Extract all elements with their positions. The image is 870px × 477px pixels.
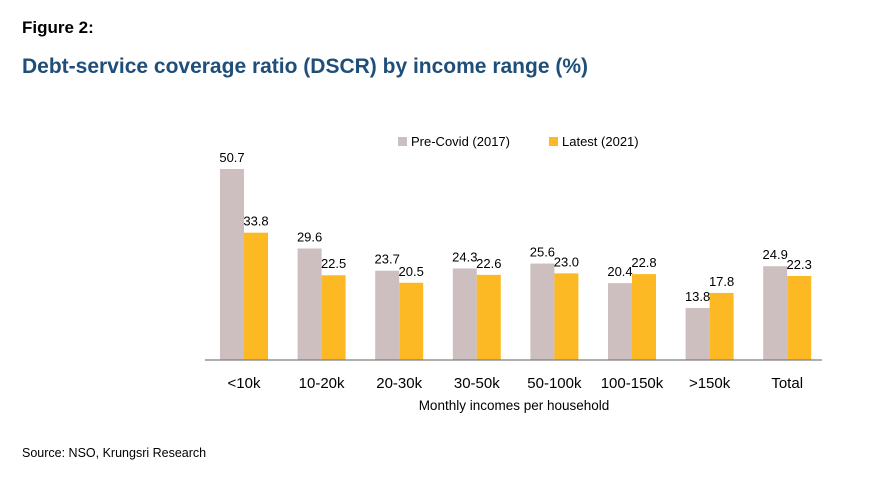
value-label-precovid-6: 13.8 bbox=[685, 289, 710, 304]
bar-latest-4 bbox=[554, 273, 579, 360]
bars-group bbox=[220, 169, 812, 360]
value-label-latest-2: 20.5 bbox=[399, 264, 424, 279]
bar-precovid-3 bbox=[452, 268, 477, 360]
bar-precovid-1 bbox=[297, 248, 322, 360]
value-label-precovid-5: 20.4 bbox=[607, 264, 632, 279]
bar-precovid-5 bbox=[608, 283, 632, 360]
legend: Pre-Covid (2017) Latest (2021) bbox=[398, 134, 639, 149]
chart-title: Debt-service coverage ratio (DSCR) by in… bbox=[22, 55, 588, 78]
bar-latest-2 bbox=[399, 282, 424, 360]
value-label-precovid-3: 24.3 bbox=[452, 249, 477, 264]
x-tick-label-7: Total bbox=[771, 375, 803, 392]
value-labels-group: 50.7 33.8 29.6 22.5 23.720.5 24.322.6 25.623.0… bbox=[219, 150, 812, 304]
x-tick-label-3: 30-50k bbox=[454, 375, 500, 392]
x-tick-label-0: <10k bbox=[228, 375, 261, 392]
bar-latest-5 bbox=[632, 274, 656, 360]
bar-precovid-4 bbox=[530, 263, 555, 360]
value-label-latest-6: 17.8 bbox=[709, 274, 734, 289]
value-label-precovid-0: 50.7 bbox=[219, 150, 244, 165]
x-tick-label-2: 20-30k bbox=[376, 375, 422, 392]
x-tick-label-6: >150k bbox=[689, 375, 731, 392]
legend-swatch-precovid bbox=[398, 137, 407, 146]
value-label-precovid-1: 29.6 bbox=[297, 229, 322, 244]
bar-precovid-7 bbox=[763, 266, 788, 360]
x-axis-label: Monthly incomes per household bbox=[419, 398, 610, 413]
bar-latest-3 bbox=[476, 274, 501, 360]
legend-label-precovid: Pre-Covid (2017) bbox=[411, 134, 510, 149]
legend-label-latest: Latest (2021) bbox=[562, 134, 639, 149]
value-label-precovid-4: 25.6 bbox=[530, 245, 555, 260]
value-label-latest-5: 22.8 bbox=[631, 255, 656, 270]
x-tick-label-4: 50-100k bbox=[527, 375, 582, 392]
source-note: Source: NSO, Krungsri Research bbox=[22, 446, 207, 460]
bar-precovid-2 bbox=[375, 270, 400, 360]
value-label-precovid-2: 23.7 bbox=[375, 252, 400, 267]
value-label-latest-7: 22.3 bbox=[787, 257, 812, 272]
legend-swatch-latest bbox=[549, 137, 558, 146]
bar-latest-7 bbox=[787, 275, 812, 360]
value-label-latest-1: 22.5 bbox=[321, 256, 346, 271]
value-label-latest-3: 22.6 bbox=[476, 256, 501, 271]
value-label-latest-0: 33.8 bbox=[243, 214, 268, 229]
x-tick-label-1: 10-20k bbox=[299, 375, 345, 392]
x-tick-label-5: 100-150k bbox=[601, 375, 664, 392]
bar-latest-6 bbox=[709, 292, 734, 360]
bar-latest-0 bbox=[244, 232, 268, 360]
x-tick-labels: <10k 10-20k 20-30k 30-50k 50-100k 100-150k >15… bbox=[228, 375, 804, 392]
bar-precovid-0 bbox=[220, 169, 244, 360]
figure-label: Figure 2: bbox=[22, 18, 94, 37]
value-label-latest-4: 23.0 bbox=[554, 254, 579, 269]
value-label-precovid-7: 24.9 bbox=[763, 247, 788, 262]
bar-latest-1 bbox=[321, 275, 346, 360]
bar-precovid-6 bbox=[685, 308, 710, 360]
